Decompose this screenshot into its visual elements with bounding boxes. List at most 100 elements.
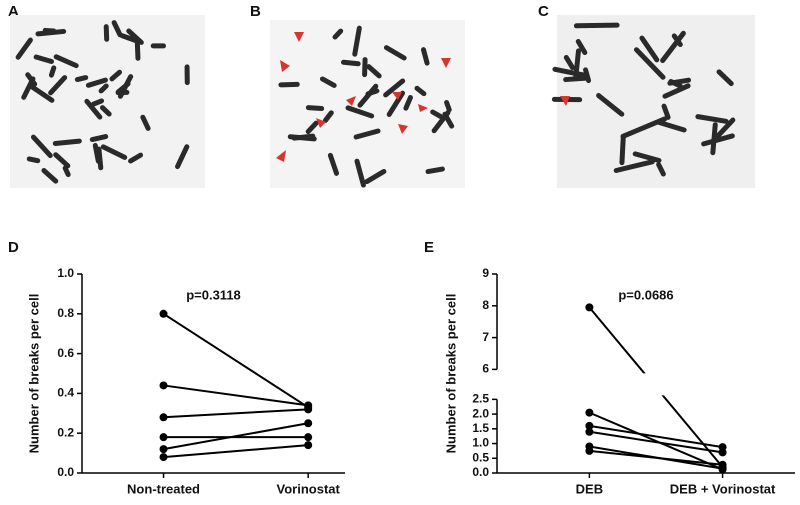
chromosome xyxy=(96,146,104,171)
y-tick-label: 2.5 xyxy=(472,392,489,406)
point xyxy=(159,433,168,442)
chromosome xyxy=(414,85,427,97)
chromosome xyxy=(134,37,141,61)
pair-line xyxy=(162,312,309,409)
chromosome xyxy=(291,133,316,141)
point xyxy=(304,405,313,414)
chromosome xyxy=(327,152,340,176)
point xyxy=(585,446,594,455)
y-tick-label: 0.6 xyxy=(57,346,74,360)
chromosome xyxy=(357,83,379,108)
chromosome xyxy=(99,105,112,117)
chromosome xyxy=(184,64,190,86)
chromosome xyxy=(583,67,592,84)
chromosome xyxy=(128,152,144,164)
chromosome xyxy=(619,134,626,166)
chromosome xyxy=(53,152,71,169)
chromosome xyxy=(26,156,41,164)
panel-label: A xyxy=(8,3,19,20)
y-tick-label: 0.4 xyxy=(57,386,74,400)
chromosome xyxy=(639,35,660,63)
chromosome xyxy=(74,75,89,83)
chromosome xyxy=(403,94,413,111)
arrowhead xyxy=(346,96,356,106)
point xyxy=(159,413,168,422)
y-axis-label: Number of breaks per cell xyxy=(26,294,41,454)
point xyxy=(304,419,313,428)
pair-line xyxy=(589,449,723,466)
chromosome xyxy=(656,119,687,133)
chromosome xyxy=(319,76,337,88)
point xyxy=(159,309,168,318)
y-tick-label: 1.5 xyxy=(472,421,489,435)
chromosome xyxy=(62,165,71,178)
arrowhead xyxy=(280,60,290,72)
y-tick-label: 2.0 xyxy=(472,406,489,420)
axis-break-gap xyxy=(498,373,796,396)
point xyxy=(159,453,168,462)
chromosome xyxy=(25,72,38,87)
chromosomes xyxy=(15,20,736,188)
y-tick-label: 0.5 xyxy=(472,450,489,464)
chromosome xyxy=(305,105,325,112)
y-tick-label: 1.0 xyxy=(472,436,489,450)
arrowhead xyxy=(392,92,402,100)
chromosome xyxy=(119,33,139,44)
chromosome xyxy=(53,54,79,69)
chromosome xyxy=(620,116,668,139)
x-tick-label: DEB + Vorinostat xyxy=(670,481,776,496)
chromosome xyxy=(42,27,57,34)
chromosome xyxy=(656,162,666,177)
chromosome xyxy=(322,110,334,123)
chromosome xyxy=(84,98,103,120)
chromosome xyxy=(421,47,430,66)
chromosome xyxy=(52,138,82,146)
chromosome xyxy=(150,43,166,49)
chromosome xyxy=(111,20,123,38)
chromosome xyxy=(30,134,53,159)
micrograph xyxy=(10,15,205,188)
arrowhead xyxy=(316,118,326,128)
chromosome xyxy=(667,77,692,86)
point xyxy=(718,460,727,469)
chromosome xyxy=(552,66,589,79)
chromosome xyxy=(701,133,735,147)
point xyxy=(718,448,727,457)
arrowhead xyxy=(560,96,570,106)
arrowhead xyxy=(418,104,428,112)
chromosome xyxy=(444,100,452,113)
y-tick-label: 0.0 xyxy=(472,465,489,479)
chromosome xyxy=(366,64,382,79)
chromosome xyxy=(662,83,691,99)
pair-line xyxy=(163,444,309,459)
chromosome xyxy=(115,89,130,96)
arrowhead xyxy=(294,32,304,42)
chromosome xyxy=(48,65,57,78)
chromosome xyxy=(442,111,455,129)
point xyxy=(159,381,168,390)
chromosome xyxy=(573,48,581,81)
chromosome xyxy=(109,69,123,82)
panel-label: D xyxy=(8,239,19,256)
y-tick-label: 0.8 xyxy=(57,306,74,320)
chromosome xyxy=(613,159,655,173)
y-tick-label: 9 xyxy=(482,266,489,280)
panel-label: B xyxy=(250,3,261,20)
pair-line xyxy=(163,384,309,407)
point xyxy=(585,427,594,436)
chromosome xyxy=(41,167,59,184)
y-tick-label: 7 xyxy=(482,330,489,344)
chromosome xyxy=(633,47,666,80)
y-axis-label: Number of breaks per cell xyxy=(443,294,458,454)
point xyxy=(585,421,594,430)
chromosome xyxy=(386,90,406,117)
chromosome xyxy=(661,103,671,120)
chromosome xyxy=(383,78,406,98)
arrowhead xyxy=(276,150,286,162)
y-tick-label: 0.0 xyxy=(57,465,74,479)
chromosome xyxy=(575,38,588,56)
chromosome xyxy=(140,114,151,131)
y-tick-label: 0.2 xyxy=(57,425,74,439)
y-tick-label: 8 xyxy=(482,298,489,312)
